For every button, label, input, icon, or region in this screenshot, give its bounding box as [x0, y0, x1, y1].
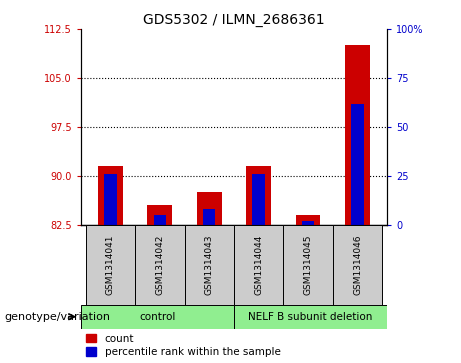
- Text: GSM1314041: GSM1314041: [106, 235, 115, 295]
- Text: GSM1314043: GSM1314043: [205, 235, 214, 295]
- Bar: [148, 205, 172, 225]
- Bar: [246, 166, 271, 225]
- Text: GSM1314042: GSM1314042: [155, 235, 164, 295]
- Bar: [302, 221, 314, 225]
- FancyBboxPatch shape: [234, 225, 284, 305]
- Bar: [351, 103, 364, 225]
- FancyBboxPatch shape: [184, 225, 234, 305]
- Bar: [203, 209, 215, 225]
- Bar: [253, 174, 265, 225]
- Text: control: control: [139, 312, 176, 322]
- Bar: [197, 192, 222, 225]
- Bar: [98, 166, 123, 225]
- Bar: [104, 174, 117, 225]
- Bar: [296, 215, 320, 225]
- Legend: count, percentile rank within the sample: count, percentile rank within the sample: [86, 334, 280, 357]
- Text: GSM1314045: GSM1314045: [304, 235, 313, 295]
- FancyBboxPatch shape: [86, 225, 135, 305]
- FancyBboxPatch shape: [234, 305, 387, 329]
- FancyBboxPatch shape: [333, 225, 382, 305]
- FancyBboxPatch shape: [284, 225, 333, 305]
- Bar: [154, 215, 166, 225]
- Text: GSM1314044: GSM1314044: [254, 235, 263, 295]
- Text: GSM1314046: GSM1314046: [353, 235, 362, 295]
- FancyBboxPatch shape: [135, 225, 184, 305]
- Text: NELF B subunit deletion: NELF B subunit deletion: [248, 312, 373, 322]
- Bar: [345, 45, 370, 225]
- Title: GDS5302 / ILMN_2686361: GDS5302 / ILMN_2686361: [143, 13, 325, 26]
- FancyBboxPatch shape: [81, 305, 234, 329]
- Text: genotype/variation: genotype/variation: [5, 312, 111, 322]
